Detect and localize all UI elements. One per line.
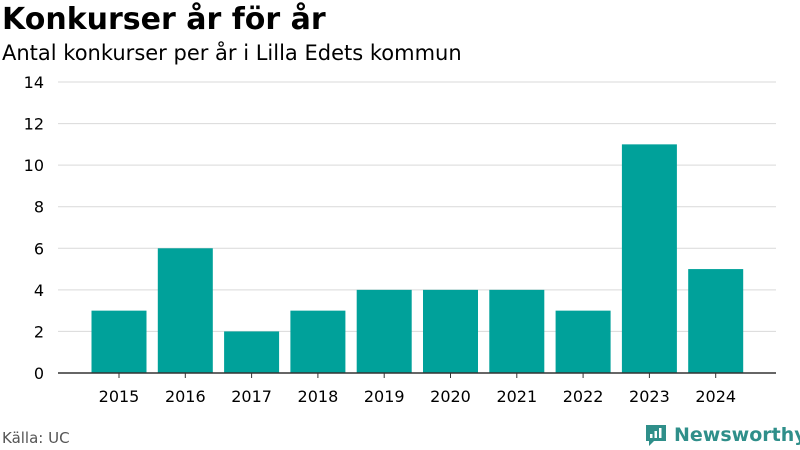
brand-name: Newsworthy — [674, 424, 800, 446]
x-tick-label: 2019 — [364, 387, 405, 406]
y-tick-label: 4 — [34, 281, 44, 300]
bar — [688, 269, 744, 373]
bar — [157, 248, 213, 373]
y-tick-label: 14 — [24, 73, 44, 92]
source-note: Källa: UC — [2, 429, 70, 447]
brand-logo: Newsworthy — [644, 420, 800, 450]
y-tick-label: 12 — [24, 115, 44, 134]
bar — [621, 144, 677, 373]
newsworthy-logo-icon — [646, 425, 666, 446]
bar-chart: 0 2 4 6 8 10 12 14 2015 2016 2017 2018 2019 2020 2021 2… — [24, 73, 776, 406]
y-tick-label: 6 — [34, 239, 44, 258]
bar — [91, 310, 147, 373]
x-tick-label: 2017 — [231, 387, 272, 406]
bar — [423, 289, 478, 373]
chart-subtitle: Antal konkurser per år i Lilla Edets kom… — [2, 41, 462, 65]
x-tick-label: 2020 — [430, 387, 471, 406]
bar — [356, 289, 412, 373]
x-tick-label: 2022 — [563, 387, 604, 406]
y-tick-label: 8 — [34, 198, 44, 217]
x-tick-label: 2024 — [695, 387, 736, 406]
y-tick-label: 2 — [34, 322, 44, 341]
x-tick-label: 2016 — [165, 387, 206, 406]
bar — [290, 310, 346, 373]
x-tick-label: 2018 — [298, 387, 339, 406]
y-tick-label: 10 — [24, 156, 44, 175]
x-tick-label: 2015 — [99, 387, 140, 406]
bar — [555, 310, 611, 373]
bar — [224, 331, 280, 373]
x-tick-label: 2023 — [629, 387, 670, 406]
bar — [489, 289, 545, 373]
y-tick-label: 0 — [34, 364, 44, 383]
x-tick-label: 2021 — [496, 387, 537, 406]
chart-title: Konkurser år för år — [2, 2, 326, 37]
